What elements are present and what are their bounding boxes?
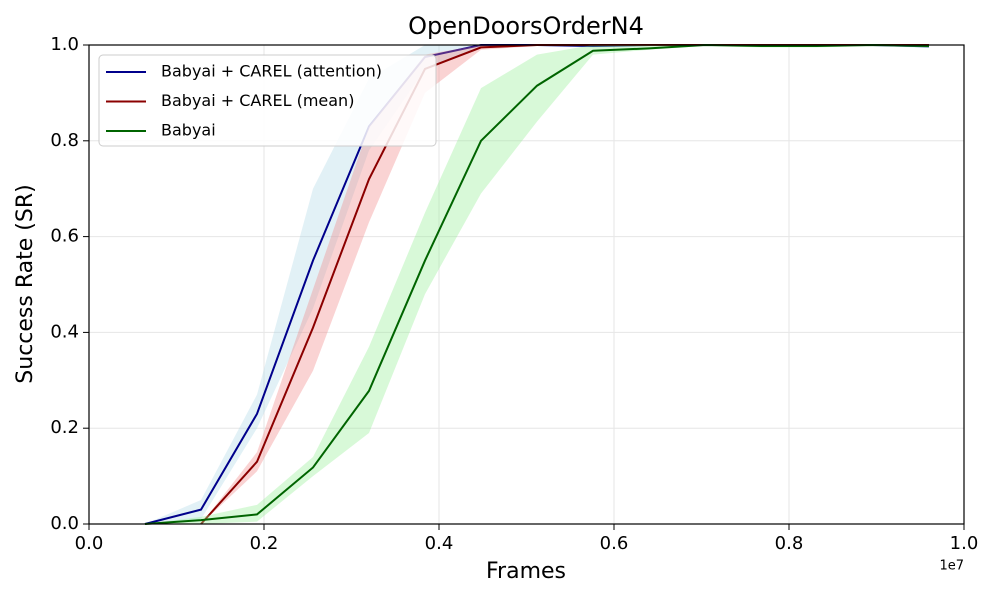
y-tick-label: 0.2 bbox=[50, 417, 79, 438]
y-tick-label: 1.0 bbox=[50, 34, 79, 55]
y-axis-label: Success Rate (SR) bbox=[13, 184, 38, 383]
legend-label: Babyai bbox=[161, 121, 216, 140]
x-tick-label: 1.0 bbox=[950, 533, 979, 554]
confidence-band bbox=[201, 45, 929, 524]
chart-title: OpenDoorsOrderN4 bbox=[408, 12, 644, 40]
legend-label: Babyai + CAREL (mean) bbox=[161, 91, 354, 110]
x-offset-label: 1e7 bbox=[939, 559, 964, 574]
y-tick-label: 0.4 bbox=[50, 321, 79, 342]
legend: Babyai + CAREL (attention) Babyai + CAREL… bbox=[98, 54, 437, 147]
legend-box bbox=[98, 54, 437, 147]
y-tick-label: 0.6 bbox=[50, 226, 79, 247]
y-tick-label: 0.0 bbox=[50, 513, 79, 534]
y-tick-label: 0.8 bbox=[50, 130, 79, 151]
x-tick-label: 0.8 bbox=[775, 533, 804, 554]
x-axis-label: Frames bbox=[486, 559, 566, 584]
plot-frame bbox=[88, 44, 965, 525]
confidence-band bbox=[145, 45, 929, 524]
confidence-band bbox=[145, 45, 929, 524]
line bbox=[144, 43, 930, 525]
x-tick-label: 0.0 bbox=[75, 533, 104, 554]
x-tick-label: 0.6 bbox=[600, 533, 629, 554]
x-tick-label: 0.4 bbox=[425, 533, 454, 554]
x-tick-label: 0.2 bbox=[250, 533, 279, 554]
legend-label: Babyai + CAREL (attention) bbox=[161, 62, 382, 81]
